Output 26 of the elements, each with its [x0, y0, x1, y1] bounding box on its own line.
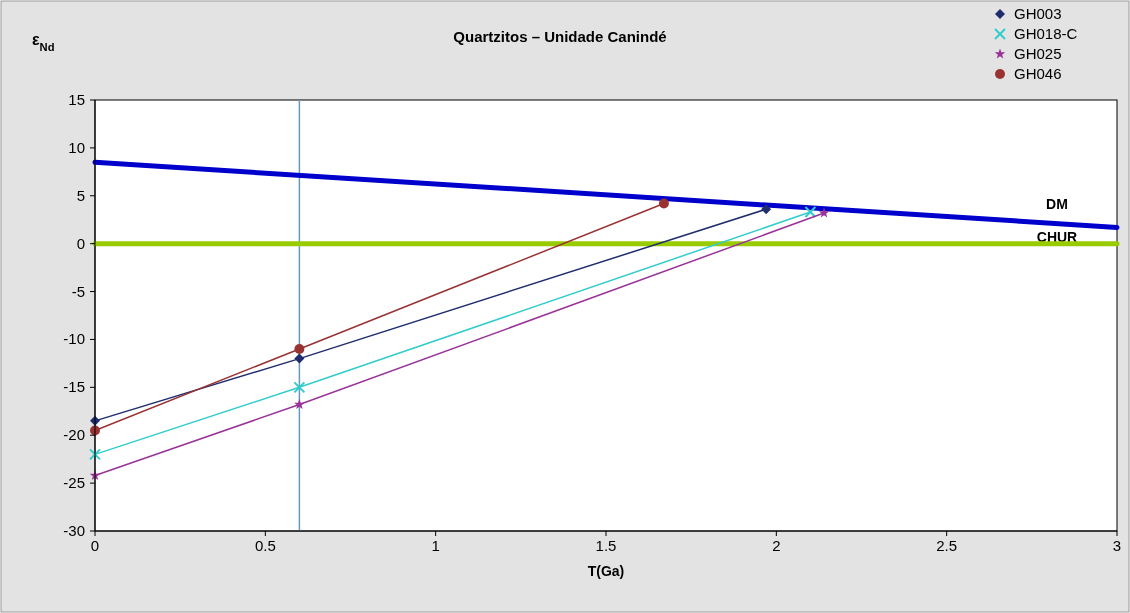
y-tick-label: -10	[63, 330, 85, 348]
x-tick-label: 2.5	[936, 537, 958, 554]
legend-label: GH018-C	[1014, 25, 1078, 42]
x-tick-label: 1	[431, 537, 440, 554]
x-tick-label: 2	[772, 537, 781, 554]
legend-label: GH046	[1014, 65, 1062, 82]
legend-label: GH025	[1014, 45, 1062, 62]
x-axis-title: T(Ga)	[587, 563, 625, 579]
y-tick-label: 0	[76, 234, 85, 252]
y-tick-label: -20	[63, 426, 85, 444]
y-axis-title: ε$_{Nd}$	[32, 31, 55, 53]
y-tick-label: -15	[63, 378, 85, 396]
y-tick-label: 15	[68, 91, 85, 108]
y-tick-label: 10	[68, 138, 85, 156]
series-label: CHUR	[1036, 228, 1078, 245]
series-label: DM	[1046, 196, 1068, 213]
x-tick-label: 1.5	[595, 537, 617, 554]
legend-label: GH003	[1014, 5, 1062, 22]
chart-title: Quartzitos – Unidade Canindé	[453, 28, 667, 45]
y-tick-label: -30	[63, 522, 85, 539]
x-tick-label: 3	[1112, 537, 1122, 554]
x-tick-label: 0	[90, 537, 100, 554]
y-tick-label: 5	[76, 186, 85, 204]
y-tick-label: -5	[71, 282, 85, 300]
y-tick-label: -25	[63, 474, 85, 492]
x-tick-label: 0.5	[254, 537, 276, 554]
